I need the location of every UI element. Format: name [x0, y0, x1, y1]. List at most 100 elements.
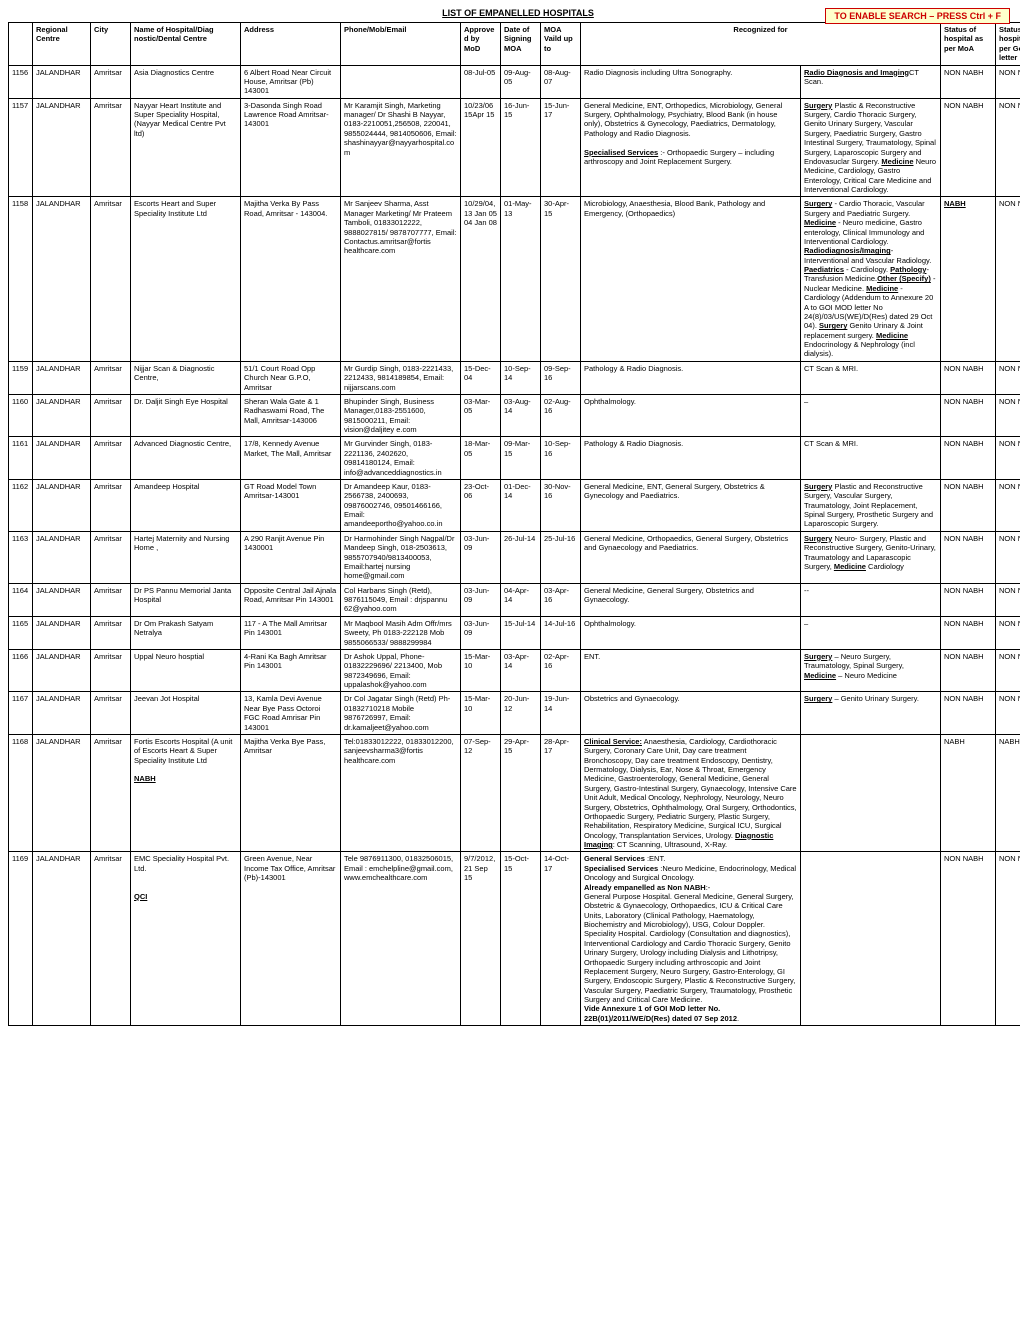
table-cell: NON NABH	[941, 479, 996, 531]
table-cell: Bhupinder Singh, Business Manager,0183-2…	[341, 394, 461, 437]
table-cell: NABH	[996, 734, 1020, 852]
table-cell: Amritsar	[91, 734, 131, 852]
col-city: City	[91, 23, 131, 66]
table-cell: Nayyar Heart Institute and Super Special…	[131, 98, 241, 197]
table-cell: Amritsar	[91, 197, 131, 361]
table-cell: Amritsar	[91, 98, 131, 197]
table-row: 1156JALANDHARAmritsarAsia Diagnostics Ce…	[9, 65, 1020, 98]
table-cell: JALANDHAR	[33, 616, 91, 649]
table-cell: 18-Mar-05	[461, 437, 501, 480]
table-cell: 03-Jun-09	[461, 531, 501, 583]
table-cell: Hartej Maternity and Nursing Home ,	[131, 531, 241, 583]
table-cell: Dr PS Pannu Memorial Janta Hospital	[131, 583, 241, 616]
table-cell: 1157	[9, 98, 33, 197]
table-cell: 15-Mar-10	[461, 649, 501, 692]
table-cell: Surgery Neuro- Surgery, Plastic and Reco…	[801, 531, 941, 583]
table-cell: Amritsar	[91, 692, 131, 735]
table-row: 1163JALANDHARAmritsarHartej Maternity an…	[9, 531, 1020, 583]
table-cell: 51/1 Court Road Opp Church Near G.P.O, A…	[241, 361, 341, 394]
table-cell: Amritsar	[91, 583, 131, 616]
table-cell: 6 Albert Road Near Circuit House, Amrits…	[241, 65, 341, 98]
table-row: 1157JALANDHARAmritsarNayyar Heart Instit…	[9, 98, 1020, 197]
table-cell: General Medicine, General Surgery, Obste…	[581, 583, 801, 616]
table-cell: 01-May-13	[501, 197, 541, 361]
table-cell: 30-Nov-16	[541, 479, 581, 531]
table-row: 1160JALANDHARAmritsarDr. Daljit Singh Ey…	[9, 394, 1020, 437]
table-cell: Ophthalmology.	[581, 394, 801, 437]
table-cell: Green Avenue, Near Income Tax Office, Am…	[241, 852, 341, 1026]
table-cell: 13, Kamla Devi Avenue Near Bye Pass Octo…	[241, 692, 341, 735]
table-cell: NON NABH	[996, 361, 1020, 394]
table-cell: Mr Gurdip Singh, 0183-2221433, 2212433, …	[341, 361, 461, 394]
table-cell: General Medicine, ENT, General Surgery, …	[581, 479, 801, 531]
table-cell: Fortis Escorts Hospital (A unit of Escor…	[131, 734, 241, 852]
table-cell: 16-Jun-15	[501, 98, 541, 197]
table-cell: NABH	[941, 734, 996, 852]
table-cell: 25-Jul-16	[541, 531, 581, 583]
table-cell: Tel:01833012222, 01833012200, sanjeevsha…	[341, 734, 461, 852]
table-cell: JALANDHAR	[33, 852, 91, 1026]
table-cell: Microbiology, Anaesthesia, Blood Bank, P…	[581, 197, 801, 361]
table-cell: Col Harbans Singh (Retd), 9876115049, Em…	[341, 583, 461, 616]
table-cell: NON NABH	[941, 852, 996, 1026]
table-cell: 1156	[9, 65, 33, 98]
table-cell: Mr Sanjeev Sharma, Asst Manager Marketin…	[341, 197, 461, 361]
table-cell: JALANDHAR	[33, 479, 91, 531]
table-cell: Mr Karamjit Singh, Marketing manager/ Dr…	[341, 98, 461, 197]
table-cell: JALANDHAR	[33, 361, 91, 394]
table-cell: 15-Oct-15	[501, 852, 541, 1026]
table-cell: –	[801, 616, 941, 649]
table-cell: 1159	[9, 361, 33, 394]
table-cell: Amritsar	[91, 479, 131, 531]
table-cell: GT Road Model Town Amritsar-143001	[241, 479, 341, 531]
table-cell: Amritsar	[91, 65, 131, 98]
table-cell: 117 - A The Mall Amritsar Pin 143001	[241, 616, 341, 649]
table-cell: NON NABH	[941, 583, 996, 616]
table-cell: Surgery - Cardio Thoracic, Vascular Surg…	[801, 197, 941, 361]
table-cell: Dr Harmohinder Singh Nagpal/Dr Mandeep S…	[341, 531, 461, 583]
table-cell: 08-Jul-05	[461, 65, 501, 98]
table-cell: Dr Om Prakash Satyam Netralya	[131, 616, 241, 649]
col-status-govt: Status of hospital as per Govt letter	[996, 23, 1020, 66]
table-cell: Jeevan Jot Hospital	[131, 692, 241, 735]
table-cell: 20-Jun-12	[501, 692, 541, 735]
table-cell: JALANDHAR	[33, 583, 91, 616]
col-approved: Approved by MoD	[461, 23, 501, 66]
table-cell: NON NABH	[996, 616, 1020, 649]
table-cell: Amritsar	[91, 361, 131, 394]
table-cell: Amritsar	[91, 852, 131, 1026]
table-cell: Pathology & Radio Diagnosis.	[581, 437, 801, 480]
table-cell: Surgery Plastic and Reconstructive Surge…	[801, 479, 941, 531]
table-row: 1166JALANDHARAmritsarUppal Neuro hosptia…	[9, 649, 1020, 692]
table-cell: Opposite Central Jail Ajnala Road, Amrit…	[241, 583, 341, 616]
table-row: 1168JALANDHARAmritsarFortis Escorts Hosp…	[9, 734, 1020, 852]
table-cell: NON NABH	[996, 437, 1020, 480]
col-recognized: Recognized for	[581, 23, 941, 66]
table-cell: 9/7/2012, 21 Sep 15	[461, 852, 501, 1026]
table-cell: 09-Mar-15	[501, 437, 541, 480]
table-cell: Obstetrics and Gynaecology.	[581, 692, 801, 735]
table-cell: JALANDHAR	[33, 394, 91, 437]
table-cell: NON NABH	[941, 649, 996, 692]
table-cell: NON NABH	[996, 852, 1020, 1026]
table-cell: NON NABH	[941, 437, 996, 480]
table-cell: Tele 9876911300, 01832506015, Email : em…	[341, 852, 461, 1026]
table-cell: NON NABH	[996, 197, 1020, 361]
table-cell: NABH	[941, 197, 996, 361]
table-cell	[801, 852, 941, 1026]
table-cell: NON NABH	[996, 649, 1020, 692]
table-cell: NON NABH	[996, 692, 1020, 735]
table-cell: 09-Aug-05	[501, 65, 541, 98]
table-cell: Advanced Diagnostic Centre,	[131, 437, 241, 480]
table-cell: JALANDHAR	[33, 437, 91, 480]
table-cell: Pathology & Radio Diagnosis.	[581, 361, 801, 394]
table-cell: Dr. Daljit Singh Eye Hospital	[131, 394, 241, 437]
table-cell: 1169	[9, 852, 33, 1026]
col-address: Address	[241, 23, 341, 66]
table-cell: Dr Ashok Uppal, Phone-01832229696/ 22134…	[341, 649, 461, 692]
table-cell: 1164	[9, 583, 33, 616]
table-cell: NON NABH	[996, 65, 1020, 98]
table-cell: 14-Jul-16	[541, 616, 581, 649]
table-cell: CT Scan & MRI.	[801, 437, 941, 480]
table-cell: 03-Aug-14	[501, 394, 541, 437]
